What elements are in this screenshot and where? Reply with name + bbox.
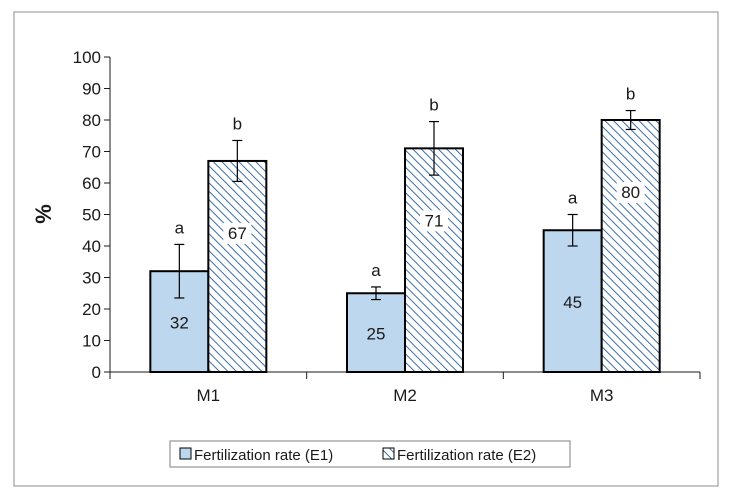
y-axis-label: %	[31, 204, 56, 224]
bar-m1-series-2	[207, 159, 268, 373]
significance-label: b	[626, 85, 635, 104]
y-tick-label: 50	[82, 206, 101, 225]
bar-m3-series-1	[542, 229, 603, 373]
data-label: 71	[425, 211, 444, 230]
y-tick-label: 30	[82, 269, 101, 288]
x-tick-label: M2	[393, 386, 417, 405]
bar-m2-series-1	[346, 292, 406, 373]
y-tick-label: 60	[82, 174, 101, 193]
y-tick-label: 20	[82, 300, 101, 319]
significance-label: a	[175, 218, 185, 237]
data-label: 45	[563, 293, 582, 312]
y-tick-label: 0	[92, 363, 101, 382]
legend-label: Fertilization rate (E1)	[194, 447, 333, 464]
legend-swatch	[382, 447, 395, 460]
bar-m2-series-2	[404, 147, 464, 373]
data-label-background	[223, 222, 252, 244]
legend-box	[169, 440, 571, 468]
significance-label: b	[429, 96, 438, 115]
significance-label: a	[371, 261, 381, 280]
bar-m3-series-2	[600, 119, 661, 373]
data-label-background	[616, 182, 645, 203]
plot-area: 0 10 20 30 40 50 60 70 80 90 100% M1 M2 M3 a 32 a 25 a 45 b 6…	[31, 48, 701, 405]
data-label: 32	[170, 314, 189, 333]
significance-label: a	[568, 189, 578, 208]
legend-swatch	[179, 447, 192, 460]
data-label-background	[420, 210, 448, 232]
y-tick-label: 40	[82, 237, 101, 256]
legend: Fertilization rate (E1) Fertilization rat…	[169, 440, 571, 468]
x-tick-label: M1	[197, 386, 221, 405]
y-tick-label: 90	[82, 80, 101, 99]
legend-label: Fertilization rate (E2)	[397, 447, 536, 464]
significance-label: b	[233, 114, 242, 133]
y-tick-label: 10	[82, 332, 101, 351]
y-tick-label: 100	[73, 48, 101, 67]
data-label: 80	[621, 183, 640, 202]
y-tick-label: 80	[82, 111, 101, 130]
x-tick-label: M3	[590, 386, 614, 405]
data-label: 67	[228, 224, 247, 243]
y-tick-label: 70	[82, 143, 101, 162]
data-label: 25	[367, 325, 386, 344]
